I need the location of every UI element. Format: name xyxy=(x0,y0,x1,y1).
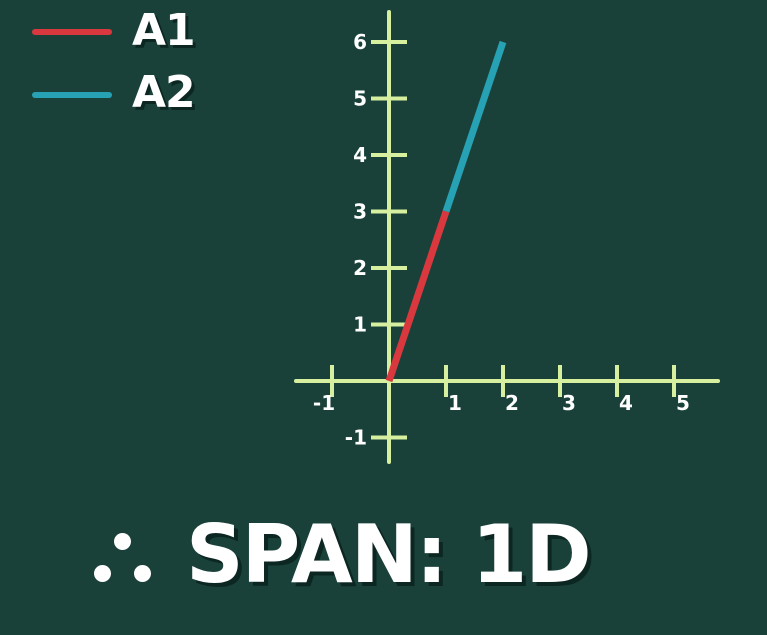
vector-a2 xyxy=(442,40,507,213)
y-tick-label: 2 xyxy=(353,256,367,280)
vector-a1 xyxy=(385,210,450,383)
legend-label-a1: A1 xyxy=(132,5,196,56)
x-tick-label: 2 xyxy=(505,391,519,415)
x-tick-label: 5 xyxy=(676,391,690,415)
legend-swatch-a2 xyxy=(32,92,112,98)
x-tick-label: 1 xyxy=(448,391,462,415)
x-tick-label: 4 xyxy=(619,391,633,415)
therefore-icon xyxy=(88,525,160,585)
span-caption: SPAN: 1D xyxy=(186,508,592,601)
y-tick-label: 1 xyxy=(353,313,367,337)
x-tick-label: -1 xyxy=(313,391,335,415)
y-tick-label: -1 xyxy=(345,426,367,450)
footer-caption: SPAN: 1D xyxy=(88,508,592,601)
y-tick-label: 5 xyxy=(353,87,367,111)
y-tick-label: 3 xyxy=(353,200,367,224)
y-tick-label: 4 xyxy=(353,143,367,167)
x-tick-label: 3 xyxy=(562,391,576,415)
legend-swatch-a1 xyxy=(32,29,112,35)
y-tick-label: 6 xyxy=(353,30,367,54)
legend-label-a2: A2 xyxy=(132,67,196,118)
